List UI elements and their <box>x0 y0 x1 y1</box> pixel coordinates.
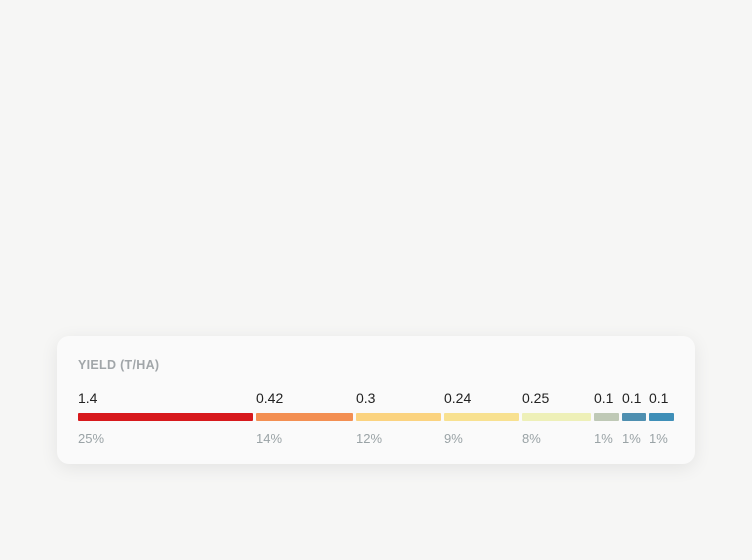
segment-value: 0.1 <box>649 390 669 406</box>
segment-value: 0.1 <box>594 390 614 406</box>
segment-percent: 1% <box>649 431 668 446</box>
segment-value: 0.3 <box>356 390 376 406</box>
segment-bar <box>594 413 619 421</box>
segment-percent: 14% <box>256 431 283 446</box>
segment-percent: 9% <box>444 431 463 446</box>
segment-value: 1.4 <box>78 390 98 406</box>
segment-value: 0.24 <box>444 390 472 406</box>
segment-bar <box>649 413 674 421</box>
segment-bar <box>522 413 591 421</box>
segment-bar <box>256 413 353 421</box>
chart-title: YIELD (T/HA) <box>78 358 160 372</box>
segment-percent: 12% <box>356 431 383 446</box>
segment-value: 0.25 <box>522 390 550 406</box>
segment-percent: 1% <box>594 431 613 446</box>
segment-bar <box>356 413 441 421</box>
segment-bar <box>78 413 253 421</box>
segment-value: 0.1 <box>622 390 642 406</box>
segment-bar <box>622 413 646 421</box>
yield-legend-card: YIELD (T/HA) 1.4 25% 0.42 14% 0.3 12% 0.24 9% 0.… <box>57 336 695 464</box>
segment-percent: 8% <box>522 431 541 446</box>
segment-value: 0.42 <box>256 390 284 406</box>
segment-percent: 1% <box>622 431 641 446</box>
segment-bar <box>444 413 519 421</box>
segment-percent: 25% <box>78 431 105 446</box>
